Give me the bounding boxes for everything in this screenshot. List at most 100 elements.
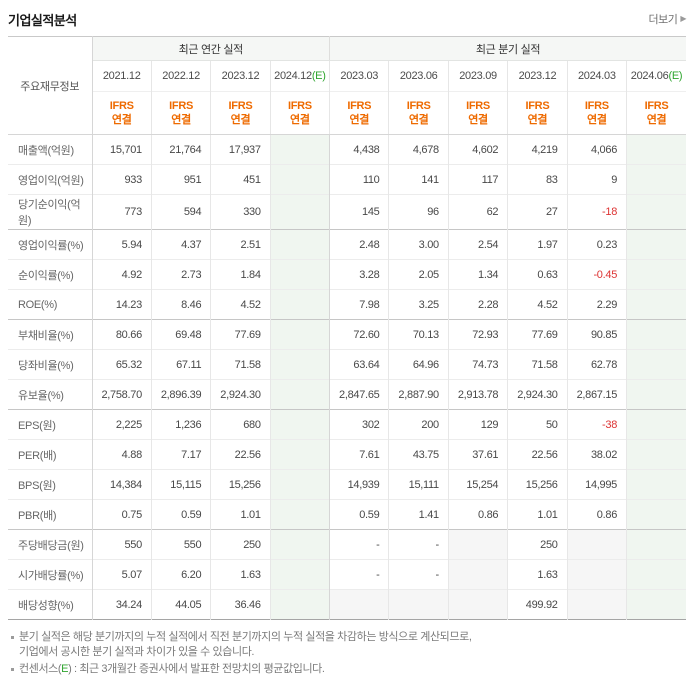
data-cell: 145 [329, 194, 389, 230]
data-cell [626, 164, 686, 195]
data-cell: 17,937 [210, 134, 271, 165]
data-cell [269, 529, 330, 560]
data-cell: 62.78 [566, 349, 627, 380]
data-cell [269, 379, 330, 410]
data-cell: 74.73 [447, 349, 508, 380]
data-cell: 27 [507, 194, 568, 230]
data-cell [269, 164, 330, 195]
standard-line2: 연결 [408, 114, 429, 126]
table-row: ROE(%) 14.23 8.46 4.52 7.98 3.25 2.28 4.52 2.29 [8, 289, 686, 320]
data-cell [626, 589, 686, 620]
standard-line2: 연결 [646, 114, 667, 126]
data-cell: 1.63 [210, 559, 271, 590]
data-cell [269, 134, 330, 165]
period-label: 2022.12 [162, 70, 200, 82]
table-row: BPS(원) 14,384 15,115 15,256 14,939 15,111 15,2… [8, 469, 686, 500]
data-cell [626, 289, 686, 320]
data-cell: 499.92 [507, 589, 568, 620]
bullet-icon [11, 636, 14, 639]
period-label: 2021.12 [102, 70, 141, 82]
data-cell: 63.64 [329, 349, 389, 380]
standard-header-row: IFRS 연결 IFRS 연결 IFRS 연결 IFRS 연결 IFRS 연결 IFRS 연결 IFRS… [8, 91, 686, 135]
accounting-standard-header: IFRS 연결 [329, 91, 389, 135]
table-row: 시가배당률(%) 5.07 6.20 1.63- -1.63 [8, 559, 686, 590]
table-row: 영업이익(억원) 933 951 451 110 141 117 83 9 [8, 164, 686, 195]
data-cell: - [329, 559, 389, 590]
data-cell: 22.56 [507, 439, 568, 470]
footnote-consensus-prefix: 컨센서스( [19, 663, 62, 675]
standard-line2: 연결 [230, 114, 251, 126]
data-cell: 1.63 [507, 559, 568, 590]
data-cell: 77.69 [210, 319, 271, 350]
data-cell: -38 [566, 409, 627, 440]
data-cell: 2.51 [210, 229, 271, 260]
data-cell [269, 229, 330, 260]
corner-header: 주요재무정보 [8, 36, 93, 135]
data-cell: 7.17 [150, 439, 211, 470]
data-cell [269, 589, 330, 620]
data-cell: 4.37 [150, 229, 211, 260]
standard-line2: 연결 [527, 114, 548, 126]
data-cell: 3.00 [388, 229, 449, 260]
standard-line2: 연결 [349, 114, 370, 126]
data-cell: 4.52 [507, 289, 568, 320]
accounting-standard-header: IFRS 연결 [269, 91, 330, 135]
data-cell [626, 194, 686, 230]
table-row: 주당배당금(원) 550 550 250- -250 [8, 529, 686, 560]
data-cell: 1.41 [388, 499, 449, 530]
standard-line1: IFRS [287, 100, 312, 112]
data-cell [566, 559, 627, 590]
data-cell: 0.86 [447, 499, 508, 530]
data-cell: 2.73 [150, 259, 211, 290]
table-row: EPS(원) 2,225 1,236 680 302 200 129 50 -38 [8, 409, 686, 440]
data-cell: 0.23 [566, 229, 627, 260]
standard-line1: IFRS [169, 100, 194, 112]
period-label: 2024.03 [577, 70, 616, 82]
data-cell: 2,758.70 [91, 379, 152, 410]
row-label: 매출액(억원) [8, 134, 93, 165]
data-cell: 4,438 [329, 134, 389, 165]
data-cell: 4.92 [91, 259, 152, 290]
period-header: 2023.06 [388, 60, 449, 92]
data-cell: 4.52 [210, 289, 271, 320]
data-cell: 44.05 [150, 589, 211, 620]
data-cell: 90.85 [566, 319, 627, 350]
data-cell [269, 319, 330, 350]
data-cell: 451 [210, 164, 271, 195]
data-cell: 34.24 [91, 589, 152, 620]
bullet-icon [11, 668, 14, 671]
data-cell [626, 499, 686, 530]
data-cell: 2,896.39 [150, 379, 211, 410]
period-label: 2024.12 [274, 70, 312, 82]
standard-line2: 연결 [587, 114, 607, 126]
data-cell: 0.75 [91, 499, 152, 530]
data-cell: 8.46 [150, 289, 211, 320]
data-cell: 2.05 [388, 259, 449, 290]
data-cell [447, 559, 508, 590]
standard-line1: IFRS [406, 100, 431, 112]
data-cell: 62 [447, 194, 508, 230]
data-cell: 96 [388, 194, 449, 230]
more-link[interactable]: 더보기 ▶ [648, 11, 686, 27]
standard-line1: IFRS [347, 100, 372, 112]
accounting-standard-header: IFRS 연결 [210, 91, 271, 135]
row-label: BPS(원) [8, 469, 93, 500]
estimate-suffix: (E) [311, 70, 326, 82]
footnote-quarterly-line1: 분기 실적은 해당 분기까지의 누적 실적에서 직전 분기까지의 누적 실적을 … [19, 631, 472, 643]
period-header: 2023.12 [507, 60, 568, 92]
accounting-standard-header: IFRS 연결 [507, 91, 568, 135]
data-cell [269, 409, 330, 440]
data-cell [626, 439, 686, 470]
data-cell [626, 229, 686, 260]
data-cell [566, 529, 627, 560]
period-header: 2024.12(E) [269, 60, 330, 92]
data-cell: 4,678 [388, 134, 449, 165]
data-cell: 5.07 [91, 559, 152, 590]
group-header-row: 주요재무정보 최근 연간 실적 최근 분기 실적 [8, 36, 686, 135]
table-row: PER(배) 4.88 7.17 22.56 7.61 43.75 37.61 22.56 38… [8, 439, 686, 470]
data-cell [626, 259, 686, 290]
data-cell [626, 559, 686, 590]
data-cell: 15,701 [91, 134, 152, 165]
section-title: 기업실적분석 [8, 12, 77, 28]
footnote-quarterly: 분기 실적은 해당 분기까지의 누적 실적에서 직전 분기까지의 누적 실적을 … [10, 630, 680, 660]
